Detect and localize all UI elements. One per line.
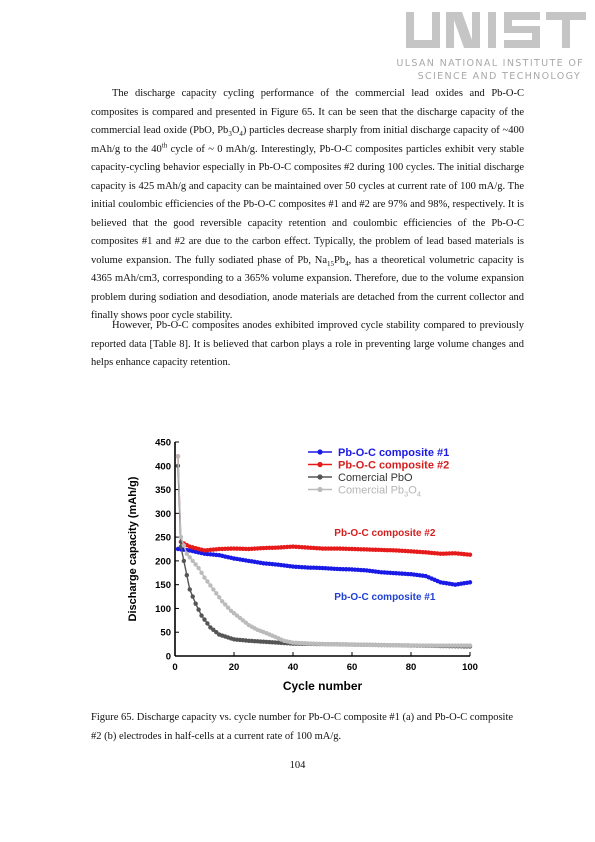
legend-label: Pb-O-C composite #2 (338, 460, 449, 472)
data-point (240, 618, 246, 623)
series-4 (175, 454, 473, 648)
data-point (231, 611, 237, 616)
page-number: 104 (289, 760, 306, 771)
y-tick-label: 0 (166, 652, 171, 663)
data-point (187, 587, 192, 592)
data-point (234, 613, 240, 618)
x-tick-label: 0 (172, 662, 177, 673)
data-point (190, 558, 195, 564)
data-point (214, 591, 219, 596)
data-point (208, 583, 213, 588)
legend-label: Comercial Pb3O4 (338, 485, 421, 499)
unist-logo-mark (406, 12, 586, 48)
data-point (175, 454, 181, 459)
data-point (184, 572, 189, 578)
logo-line-1: ULSAN NATIONAL INSTITUTE OF (396, 58, 584, 69)
data-point (208, 625, 213, 630)
data-point (193, 601, 198, 606)
data-point (217, 595, 222, 600)
data-point (196, 607, 201, 612)
chart-annotation: Pb-O-C composite #1 (334, 592, 436, 603)
data-point (199, 570, 204, 575)
data-point (199, 613, 204, 618)
chart-annotation: Pb-O-C composite #2 (334, 528, 436, 539)
data-point (181, 543, 187, 548)
data-point (214, 630, 219, 635)
data-point (202, 617, 207, 622)
legend-marker (317, 486, 323, 493)
y-tick-label: 100 (155, 604, 171, 615)
legend-label: Comercial PbO (338, 472, 413, 484)
y-tick-label: 400 (155, 461, 171, 472)
figure-caption: Figure 65. Discharge capacity vs. cycle … (91, 712, 514, 742)
data-point (181, 558, 187, 564)
legend-marker (317, 449, 323, 455)
data-point (202, 575, 207, 580)
data-point (193, 562, 198, 567)
y-axis-label: Discharge capacity (mAh/g) (127, 476, 139, 621)
data-point (225, 605, 231, 610)
x-tick-label: 40 (288, 662, 299, 673)
data-point (467, 552, 473, 557)
data-point (187, 555, 192, 560)
legend-marker (317, 474, 323, 480)
y-tick-label: 150 (155, 580, 171, 591)
body-paragraph-2: However, Pb-O-C composites anodes exhibi… (91, 320, 524, 368)
legend-box (306, 444, 466, 502)
data-point (237, 615, 243, 621)
data-point (467, 580, 473, 585)
y-tick-label: 250 (155, 533, 171, 544)
data-point (228, 608, 234, 614)
data-point (205, 621, 210, 626)
data-point (220, 599, 225, 604)
x-tick-label: 60 (347, 662, 358, 673)
data-point (205, 579, 210, 584)
data-point (196, 565, 201, 571)
discharge-capacity-chart: 0 20 40 60 80 100 0 50 100 150 200 250 300 350 400 450 C… (127, 438, 478, 694)
body-paragraph-1: The discharge capacity cycling performan… (91, 88, 525, 321)
x-tick-label: 80 (406, 662, 417, 673)
series-1 (175, 546, 473, 587)
legend-label: Pb-O-C composite #1 (338, 447, 449, 459)
legend-marker (317, 461, 323, 468)
data-point (222, 602, 228, 607)
x-axis-label: Cycle number (283, 679, 363, 693)
x-tick-label: 20 (229, 662, 240, 673)
x-tick-label: 100 (462, 662, 478, 673)
data-point (211, 627, 216, 633)
y-tick-label: 350 (155, 485, 171, 496)
data-point (178, 534, 184, 540)
logo-line-2: SCIENCE AND TECHNOLOGY (417, 71, 581, 82)
data-point (184, 551, 189, 556)
data-point (243, 620, 248, 625)
y-tick-label: 50 (160, 628, 171, 639)
data-point (211, 587, 216, 592)
data-point (190, 594, 195, 599)
data-point (467, 643, 473, 648)
y-tick-label: 450 (155, 438, 171, 449)
y-tick-label: 200 (155, 556, 171, 567)
y-tick-label: 300 (155, 509, 171, 520)
